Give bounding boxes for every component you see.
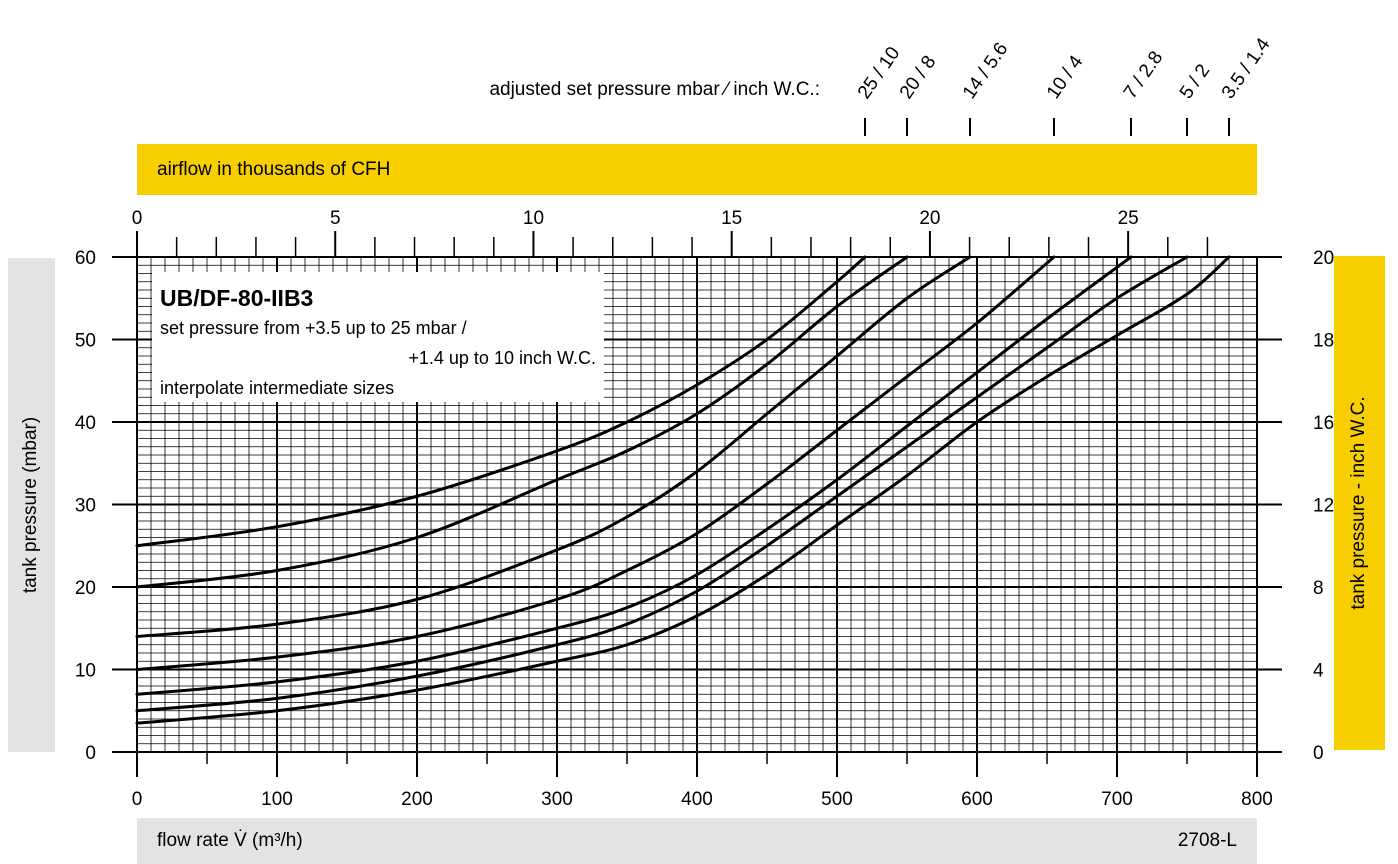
top-tick-label: 20 [919,208,940,229]
set-pressure-value: 10 / 4 [1043,52,1088,103]
legend-line-2: +1.4 up to 10 inch W.C. [408,348,596,368]
right-tick-label: 4 [1313,661,1324,682]
airflow-band: airflow in thousands of CFH [137,144,1257,195]
curve-line [135,255,909,589]
top-tick-label: 5 [330,208,341,229]
set-pressure-value: 14 / 5.6 [959,39,1013,103]
left-tick-label: 60 [75,248,96,269]
bottom-tick-label: 200 [401,789,433,810]
right-tick-label: 16 [1313,413,1334,434]
figure-code: 2708-L [1177,830,1237,851]
left-axis-band: tank pressure (mbar) [8,258,55,752]
bottom-tick-label: 100 [261,789,293,810]
bottom-tick-label: 700 [1101,789,1133,810]
left-tick-label: 20 [75,578,96,599]
bottom-tick-label: 0 [132,789,143,810]
right-tick-label: 12 [1313,496,1334,517]
top-tick-label: 0 [132,208,143,229]
right-tick-label: 20 [1313,248,1334,269]
legend-title: UB/DF-80-IIB3 [160,285,313,311]
left-tick-label: 40 [75,413,96,434]
set-pressure-value: 20 / 8 [896,52,940,103]
curves [135,255,1231,725]
right-tick-label: 18 [1313,331,1334,352]
top-tick-label: 15 [721,208,742,229]
curve-line [135,255,1189,713]
bottom-tick-label: 400 [681,789,713,810]
left-tick-label: 10 [75,661,96,682]
curve-line [135,255,1231,725]
right-tick-label: 8 [1313,578,1324,599]
curve-line [135,255,972,638]
xaxis-label: flow rate V̇ (m³/h) [157,830,303,851]
right-tick-label: 0 [1313,743,1324,764]
curve-line [135,255,1056,671]
set-pressure-value: 5 / 2 [1176,61,1214,103]
right-axis-band: tank pressure - inch W.C. [1334,256,1385,750]
set-pressure-value: 25 / 10 [854,43,905,103]
curve-line [135,255,1133,696]
legend-box [152,272,604,402]
legend-line-3: interpolate intermediate sizes [160,378,394,398]
set-pressure-label: adjusted set pressure mbar ⁄ inch W.C.: [489,79,820,100]
bottom-tick-label: 500 [821,789,853,810]
bottom-tick-label: 600 [961,789,993,810]
bottom-tick-label: 800 [1241,789,1273,810]
set-pressure-value: 3.5 / 1.4 [1218,34,1275,103]
bottom-tick-label: 300 [541,789,573,810]
top-tick-label: 10 [523,208,544,229]
left-tick-label: 50 [75,331,96,352]
left-tick-label: 0 [85,743,96,764]
top-tick-label: 25 [1118,208,1139,229]
left-tick-label: 30 [75,496,96,517]
curve-line [135,255,867,548]
xaxis-band: flow rate V̇ (m³/h) 2708-L [137,818,1257,864]
set-pressure-value: 7 / 2.8 [1120,48,1168,103]
legend-line-1: set pressure from +3.5 up to 25 mbar / [160,318,467,338]
grid [136,256,1258,753]
